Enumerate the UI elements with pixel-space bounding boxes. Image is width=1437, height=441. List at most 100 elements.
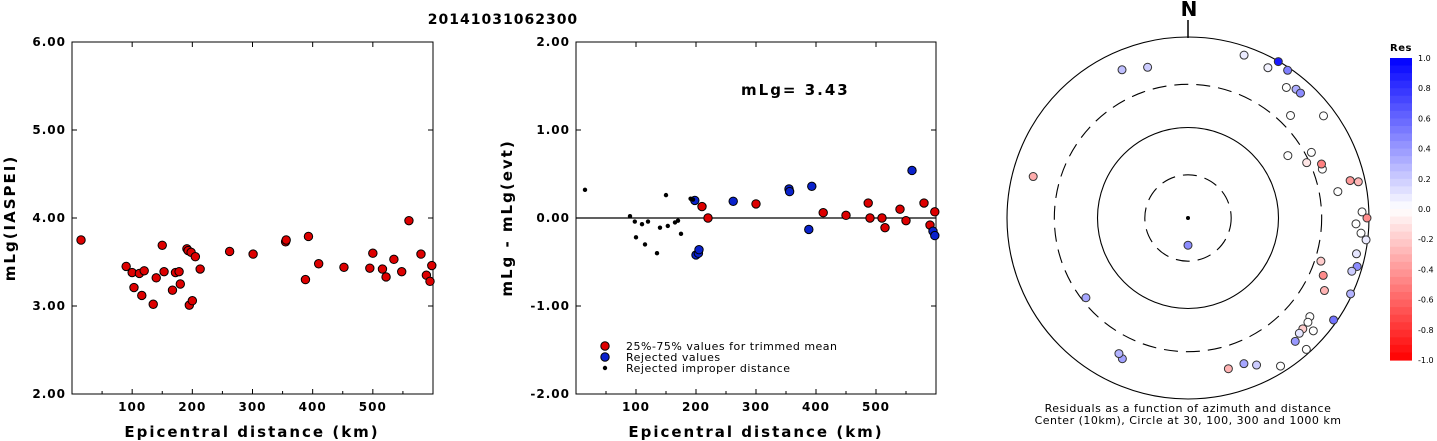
station-residual-point xyxy=(1317,159,1327,169)
colorbar-segment xyxy=(1390,216,1412,225)
colorbar-segment xyxy=(1390,65,1412,74)
colorbar-segment xyxy=(1390,284,1412,293)
x-tick-label: 300 xyxy=(238,400,266,414)
colorbar-segment xyxy=(1390,209,1412,218)
station-residual-point xyxy=(1329,315,1339,325)
station-residual-point xyxy=(1356,228,1366,238)
colorbar-segment xyxy=(1390,314,1412,323)
colorbar-segment xyxy=(1390,178,1412,187)
trimmed-point xyxy=(303,231,314,242)
station-residual-point xyxy=(1302,158,1312,168)
y-tick-label: 6.00 xyxy=(32,35,66,49)
north-label: N xyxy=(1181,0,1198,21)
station-residual-point xyxy=(1283,65,1293,75)
station-residual-point xyxy=(1295,88,1305,98)
improper-distance-point xyxy=(675,218,681,223)
colorbar-segment xyxy=(1390,73,1412,82)
station-residual-point xyxy=(1303,317,1313,327)
colorbar-segment xyxy=(1390,352,1412,361)
colorbar-segment xyxy=(1390,307,1412,316)
trimmed-point xyxy=(365,263,375,273)
x-axis-label: Epicentral distance (km) xyxy=(124,423,379,441)
colorbar-segment xyxy=(1390,125,1412,135)
trimmed-point xyxy=(427,260,437,271)
rejected-point xyxy=(728,196,738,206)
improper-distance-point xyxy=(627,214,633,219)
colorbar-tick-label: 0.4 xyxy=(1418,145,1431,154)
trimmed-point xyxy=(425,276,435,287)
improper-distance-point xyxy=(657,225,663,230)
y-axis-label: mLg - mLg(evt) xyxy=(498,139,516,296)
station-residual-point xyxy=(1263,63,1273,73)
rejected-point xyxy=(784,186,795,197)
station-residual-point xyxy=(1114,349,1124,359)
improper-distance-point xyxy=(678,231,684,237)
ring-30km xyxy=(1144,174,1232,262)
trimmed-point xyxy=(339,262,349,272)
x-tick-label: 500 xyxy=(359,400,387,414)
trimmed-point xyxy=(187,296,198,306)
improper-distance-point xyxy=(639,221,645,227)
station-residual-point xyxy=(1239,359,1249,369)
station-residual-point xyxy=(1319,111,1329,121)
station-residual-point xyxy=(1143,62,1153,72)
station-residual-point xyxy=(1290,336,1300,346)
colorbar-segment xyxy=(1390,231,1412,240)
trimmed-point xyxy=(368,248,378,258)
colorbar-tick-label: 0.6 xyxy=(1418,114,1431,123)
colorbar-tick-label: -0.6 xyxy=(1418,296,1434,305)
trimmed-point xyxy=(175,279,186,289)
trimmed-point xyxy=(865,213,875,223)
ring-100km xyxy=(1096,126,1280,310)
trimmed-point xyxy=(919,198,929,208)
figure-title: 20141031062300 xyxy=(428,12,578,28)
improper-distance-point xyxy=(665,223,670,229)
trimmed-point xyxy=(416,249,426,259)
colorbar-tick-label: -0.4 xyxy=(1418,265,1434,274)
colorbar-segment xyxy=(1390,329,1412,338)
trimmed-point xyxy=(697,201,707,212)
colorbar-segment xyxy=(1390,110,1412,119)
legend-label: Rejected improper distance xyxy=(626,362,791,375)
trimmed-point xyxy=(248,249,258,259)
rejected-point xyxy=(807,181,817,192)
colorbar-segment xyxy=(1390,254,1412,263)
station-residual-point xyxy=(1273,57,1283,67)
colorbar-segment xyxy=(1390,156,1412,165)
y-tick-labels: 2.00 3.00 4.00 5.00 6.00 xyxy=(32,35,433,401)
legend-marker-rejected xyxy=(600,352,610,362)
trimmed-point xyxy=(281,235,291,245)
trimmed-point xyxy=(121,261,131,272)
x-tick-label: 100 xyxy=(118,400,146,414)
colorbar-segment xyxy=(1390,269,1412,278)
colorbar-segment xyxy=(1390,239,1412,248)
trimmed-point xyxy=(818,208,828,218)
y-tick-label: 4.00 xyxy=(32,211,66,225)
trimmed-point xyxy=(148,299,158,309)
trimmed-point xyxy=(174,266,184,277)
colorbar-segment xyxy=(1390,292,1412,301)
station-residual-point xyxy=(1346,289,1356,299)
trimmed-point xyxy=(389,254,399,265)
station-residual-point xyxy=(1286,110,1296,120)
station-residual-point xyxy=(1316,256,1326,266)
rejected-point xyxy=(804,224,814,235)
station-residual-point xyxy=(1239,50,1249,60)
trimmed-point xyxy=(151,273,161,283)
colorbar-segment xyxy=(1390,299,1412,308)
x-tick-label: 300 xyxy=(742,400,770,414)
colorbar-tick-label: -0.8 xyxy=(1418,326,1434,335)
y-tick-label: -1.00 xyxy=(530,299,570,313)
trimmed-point xyxy=(930,207,940,217)
colorbar-segment xyxy=(1390,246,1412,255)
station-residual-point xyxy=(1333,187,1343,197)
azimuth-residual-panel: N Residuals as a function of azimuth and… xyxy=(1006,0,1434,427)
y-tick-labels: -2.00 -1.00 0.00 1.00 2.00 xyxy=(530,35,936,401)
colorbar-tick-label: 0.8 xyxy=(1418,84,1431,93)
station-residual-point xyxy=(1351,219,1361,229)
colorbar-segment xyxy=(1390,80,1412,89)
trimmed-point xyxy=(224,246,235,257)
station-residual-point xyxy=(1361,235,1371,245)
legend-label: 25%-75% values for trimmed mean xyxy=(626,340,838,353)
